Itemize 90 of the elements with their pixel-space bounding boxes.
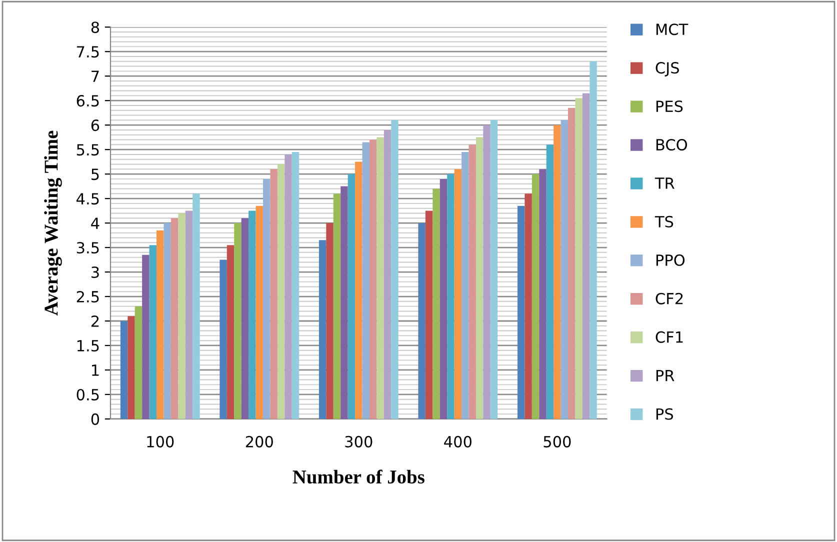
y-tick-label: 2 [91,315,99,327]
x-tick-label: 100 [147,436,174,448]
y-tick-label: 4.5 [76,193,99,205]
bar [462,152,469,419]
bar [575,98,582,419]
bar [539,169,546,419]
bar [454,169,462,419]
bar [120,321,128,419]
bar [517,206,525,419]
bar [476,137,484,419]
bar [284,154,292,419]
bar [326,223,334,419]
y-tick-label: 7.5 [77,46,99,58]
bar [362,142,370,419]
bar [262,178,270,419]
bar [185,210,193,419]
bar [590,61,597,419]
legend-label: PPO [656,254,685,266]
bar [164,223,171,419]
legend-label: TS [654,216,674,228]
bar [440,178,448,419]
y-tick-label: 5 [92,168,99,180]
bar [376,137,384,419]
bar [554,125,561,419]
bar [546,144,554,419]
x-tick-label: 500 [544,436,571,448]
bar [432,188,440,419]
y-tick-label: 3 [92,266,99,278]
bar [256,206,263,419]
legend-label: PR [656,370,674,382]
y-tick-label: 1 [92,364,99,376]
legend-label: TR [654,178,674,189]
bar [226,245,234,419]
bar [447,174,454,419]
y-tick-label: 0.5 [76,388,99,400]
bar [560,120,568,419]
bar [524,194,532,419]
bar [333,194,341,419]
bar [241,218,249,419]
y-tick-label: 3.5 [76,242,99,254]
bar [178,213,186,419]
bar [568,108,576,419]
bar [128,316,135,419]
bar [134,306,142,419]
bar [142,254,150,419]
x-axis-title: Number of Jobs [292,470,424,484]
bar [340,186,348,419]
bar [156,230,164,419]
legend-label: CF1 [656,331,683,343]
y-axis-title: Average Waiting Time [44,130,62,316]
bar [490,120,498,419]
y-tick-label: 8 [91,22,100,34]
bar [348,174,356,419]
bar [582,93,590,419]
bar [425,210,433,419]
bar [192,194,200,419]
legend-label: BCO [656,138,687,151]
bar [170,218,178,419]
bar [483,125,490,419]
bar [220,260,227,419]
y-tick-label: 0 [91,413,100,425]
y-tick-label: 6.5 [76,95,99,107]
y-tick-label: 6 [91,120,100,132]
y-tick-label: 5.5 [76,144,99,156]
bar [369,140,377,419]
bar [270,169,278,419]
y-tick-label: 2.5 [76,290,99,303]
legend-label: CJS [656,62,679,76]
bar [468,144,476,419]
x-tick-label: 300 [345,436,372,448]
y-tick-label: 7 [92,70,99,82]
bar [418,223,426,419]
bar [532,174,540,419]
bar [292,152,300,419]
x-tick-label: 200 [246,436,273,448]
bar [149,245,157,419]
legend-label: PES [656,100,683,112]
bar [277,164,285,419]
bar [248,210,256,419]
legend-label: PS [656,408,674,420]
bar [318,240,326,419]
x-tick-label: 400 [444,436,472,448]
bar [355,162,362,419]
y-tick-label: 4 [91,218,100,229]
bar [384,130,392,419]
bar [391,120,398,419]
y-tick-label: 1.5 [77,340,99,352]
legend-label: MCT [656,24,688,36]
bar [234,223,242,419]
legend-label: CF2 [656,292,683,304]
